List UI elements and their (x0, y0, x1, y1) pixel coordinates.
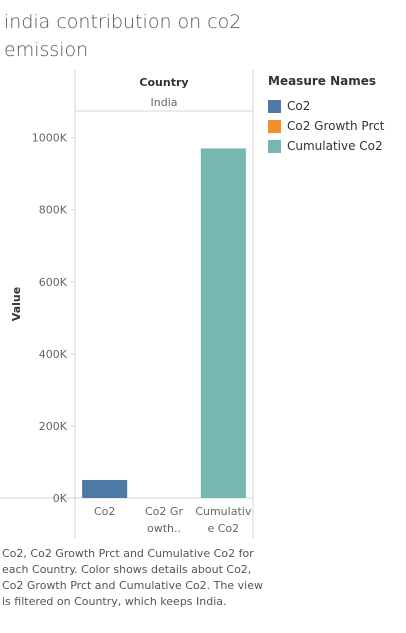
y-tick-label: 600K (39, 276, 68, 289)
x-axis-labels: Co2 Co2 Gr owth.. Cumulativ e Co2 (94, 505, 252, 535)
legend: Measure Names Co2 Co2 Growth Prct Cumula… (268, 74, 403, 156)
column-header-title: Country (139, 76, 188, 89)
x-tick-label: Cumulativ (195, 505, 252, 518)
y-tick-label: 200K (39, 420, 68, 433)
legend-label-co2-growth-prct: Co2 Growth Prct (287, 119, 385, 133)
legend-item-co2-growth-prct[interactable]: Co2 Growth Prct (268, 116, 403, 136)
bars (82, 148, 246, 498)
x-tick-label: e Co2 (207, 522, 239, 535)
legend-label-co2: Co2 (287, 99, 311, 113)
chart-caption: Co2, Co2 Growth Prct and Cumulative Co2 … (2, 547, 263, 608)
x-tick-label: Co2 Gr (145, 505, 183, 518)
legend-swatch-co2 (268, 99, 281, 113)
bar-0[interactable] (82, 479, 128, 498)
y-tick-label: 1000K (32, 132, 68, 145)
column-header-value: India (151, 96, 178, 109)
y-tick-label: 0K (53, 492, 68, 505)
y-tick-label: 400K (39, 348, 68, 361)
y-axis-ticks: 0K 200K 400K 600K 800K 1000K (32, 132, 75, 505)
legend-swatch-cumulative-co2 (268, 139, 281, 153)
legend-item-cumulative-co2[interactable]: Cumulative Co2 (268, 136, 403, 156)
x-tick-label: owth.. (147, 522, 181, 535)
legend-swatch-co2-growth-prct (268, 119, 281, 133)
bar-2[interactable] (200, 148, 246, 498)
chart-title: india contribution on co2 emission (4, 11, 242, 61)
legend-label-cumulative-co2: Cumulative Co2 (287, 139, 383, 153)
legend-item-co2[interactable]: Co2 (268, 96, 403, 116)
legend-title: Measure Names (268, 74, 377, 88)
y-tick-label: 800K (39, 204, 68, 217)
y-axis-title: Value (10, 287, 23, 321)
x-tick-label: Co2 (94, 505, 115, 518)
